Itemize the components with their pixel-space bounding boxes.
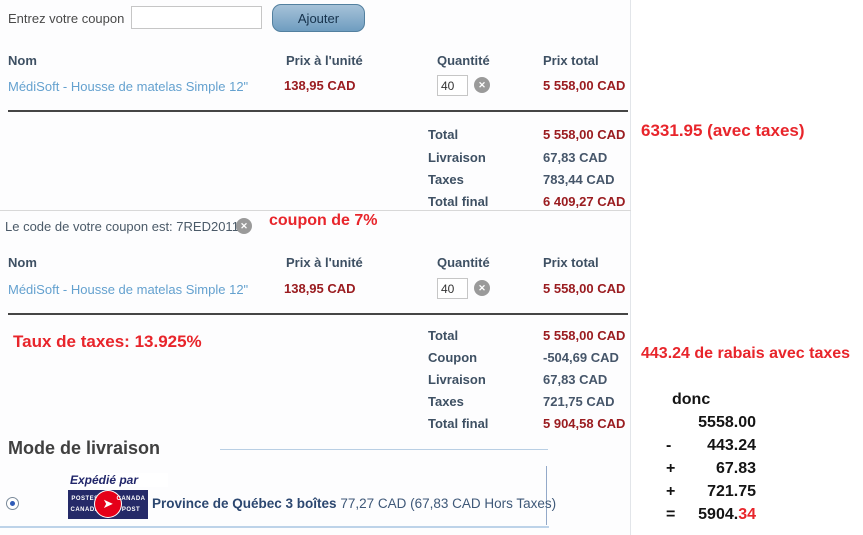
totals2-label: Total bbox=[428, 328, 459, 343]
unit-price: 138,95 CAD bbox=[284, 281, 356, 296]
cart-content-panel: Entrez votre coupon Ajouter Nom Prix à l… bbox=[0, 0, 631, 535]
totals1-label: Total final bbox=[428, 194, 489, 209]
totals2-value: 67,83 CAD bbox=[543, 372, 608, 387]
calc-line: 5558.00 bbox=[666, 411, 756, 434]
remove-item-icon[interactable]: ✕ bbox=[474, 77, 490, 93]
row-total-price: 5 558,00 CAD bbox=[543, 78, 626, 93]
unit-price: 138,95 CAD bbox=[284, 78, 356, 93]
canada-post-logo-right: CANADA POST bbox=[116, 490, 146, 519]
logo-word: POST bbox=[121, 507, 141, 514]
calc-result-line: = 5904.34 bbox=[666, 503, 756, 526]
calc-line: - 443.24 bbox=[666, 434, 756, 457]
annotation-discount: 443.24 de rabais avec taxes bbox=[641, 345, 851, 362]
logo-word: CANADA bbox=[116, 495, 146, 502]
table2-header-quantity: Quantité bbox=[437, 255, 490, 270]
totals2-value: 721,75 CAD bbox=[543, 394, 615, 409]
calc-operator: + bbox=[666, 460, 676, 477]
table2-header-unit-price: Prix à l'unité bbox=[286, 255, 363, 270]
coupon-code-text: Le code de votre coupon est: 7RED2011 bbox=[5, 219, 239, 234]
coupon-input[interactable] bbox=[131, 6, 262, 29]
calc-operator: + bbox=[666, 483, 676, 500]
annotation-coupon-percent: coupon de 7% bbox=[269, 212, 378, 229]
table1-header-quantity: Quantité bbox=[437, 53, 490, 68]
logo-word: CANADA bbox=[70, 507, 100, 514]
totals1-value: 6 409,27 CAD bbox=[543, 194, 626, 209]
calc-number: 5558.00 bbox=[698, 414, 756, 431]
table2-header-total-price: Prix total bbox=[543, 255, 599, 270]
quantity-input[interactable] bbox=[437, 75, 468, 96]
logo-word: POSTES bbox=[71, 495, 99, 502]
calc-operator: = bbox=[666, 506, 676, 523]
annotation-tax-rate: Taux de taxes: 13.925% bbox=[13, 332, 202, 351]
totals2-value: -504,69 CAD bbox=[543, 350, 619, 365]
calc-result: 5904.34 bbox=[682, 503, 756, 526]
annotation-total-with-taxes: 6331.95 (avec taxes) bbox=[641, 121, 805, 140]
totals1-value: 67,83 CAD bbox=[543, 150, 608, 165]
shipped-by-label: Expédié par bbox=[70, 473, 169, 487]
calc-number: 67.83 bbox=[715, 460, 756, 477]
totals2-value: 5 904,58 CAD bbox=[543, 416, 626, 431]
shipping-option-name: Province de Québec 3 boîtes bbox=[152, 496, 337, 511]
canada-post-wing-icon: ➤ bbox=[95, 491, 121, 517]
calc-line: + 721.75 bbox=[666, 480, 756, 503]
coupon-entry-label: Entrez votre coupon bbox=[8, 11, 125, 26]
table1-header-unit-price: Prix à l'unité bbox=[286, 53, 363, 68]
remove-item-icon[interactable]: ✕ bbox=[474, 280, 490, 296]
calc-operator bbox=[666, 411, 682, 434]
totals2-label: Livraison bbox=[428, 372, 486, 387]
totals1-label: Total bbox=[428, 127, 459, 142]
table1-header-total-price: Prix total bbox=[543, 53, 599, 68]
divider bbox=[0, 526, 549, 528]
quantity-input[interactable] bbox=[437, 278, 468, 299]
totals1-label: Taxes bbox=[428, 172, 464, 187]
divider bbox=[220, 449, 548, 450]
totals2-label: Total final bbox=[428, 416, 489, 431]
divider bbox=[0, 210, 631, 211]
canada-post-logo-left: POSTES CANADA bbox=[70, 490, 100, 519]
canada-post-logo: POSTES CANADA ➤ CANADA POST bbox=[68, 490, 148, 519]
calc-line: + 67.83 bbox=[666, 457, 756, 480]
totals1-value: 783,44 CAD bbox=[543, 172, 615, 187]
row-total-price: 5 558,00 CAD bbox=[543, 281, 626, 296]
calc-operator: - bbox=[666, 437, 672, 454]
totals1-value: 5 558,00 CAD bbox=[543, 127, 626, 142]
shipping-option-radio[interactable] bbox=[6, 497, 19, 510]
product-name-link[interactable]: MédiSoft - Housse de matelas Simple 12" bbox=[8, 282, 249, 297]
table2-header-name: Nom bbox=[8, 255, 37, 270]
calc-result-red: 34 bbox=[738, 506, 756, 523]
totals2-label: Coupon bbox=[428, 350, 478, 365]
shipping-option-price: 77,27 CAD (67,83 CAD Hors Taxes) bbox=[336, 496, 557, 511]
shipping-section-title: Mode de livraison bbox=[8, 438, 161, 458]
remove-coupon-icon[interactable]: ✕ bbox=[236, 218, 252, 234]
calc-intro: donc bbox=[672, 391, 711, 408]
totals2-label: Taxes bbox=[428, 394, 464, 409]
annotation-calculation: donc 5558.00 - 443.24 + 67.83 + 721.75 =… bbox=[666, 388, 756, 526]
totals1-label: Livraison bbox=[428, 150, 486, 165]
totals2-value: 5 558,00 CAD bbox=[543, 328, 626, 343]
shipping-option-text: Province de Québec 3 boîtes 77,27 CAD (6… bbox=[152, 496, 556, 511]
divider bbox=[8, 110, 628, 112]
product-name-link[interactable]: MédiSoft - Housse de matelas Simple 12" bbox=[8, 79, 249, 94]
divider bbox=[8, 313, 628, 315]
table1-header-name: Nom bbox=[8, 53, 37, 68]
calc-number: 443.24 bbox=[707, 437, 756, 454]
calc-result-black: 5904. bbox=[698, 506, 739, 523]
calc-number: 721.75 bbox=[707, 483, 756, 500]
shipping-panel-border bbox=[546, 466, 547, 525]
add-coupon-button[interactable]: Ajouter bbox=[272, 4, 365, 32]
